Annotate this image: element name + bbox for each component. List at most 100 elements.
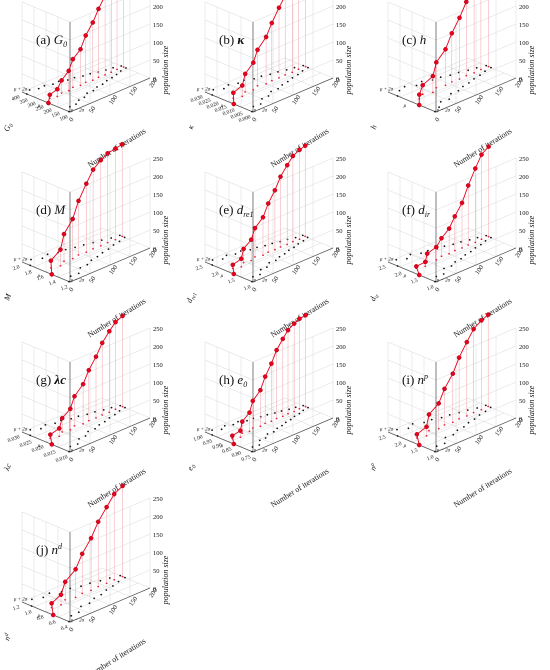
band-mean-label: μ <box>404 104 407 109</box>
z-tick-label: 150 <box>519 22 529 29</box>
x-tick-label: 100 <box>291 94 302 106</box>
gridline <box>33 402 115 438</box>
panel-h-svg: 0 50 100 150 200 250 population size 0 50 100 150 2… <box>185 312 353 509</box>
band-upper-point <box>246 419 248 422</box>
population-curve <box>232 0 284 105</box>
band-upper-point <box>211 264 214 266</box>
gridline <box>284 397 334 419</box>
gridline <box>228 407 310 443</box>
band-lower-point <box>69 105 71 108</box>
z-tick-label: 0 <box>519 416 522 423</box>
data-point <box>464 0 469 5</box>
band-mean-point <box>453 249 456 252</box>
data-point <box>439 235 444 241</box>
band-lower-point <box>77 99 80 101</box>
band-mean-point <box>437 427 440 430</box>
band-lower-point <box>278 255 281 258</box>
band-lower-point <box>112 244 115 246</box>
data-point <box>76 198 81 204</box>
z-tick-label: 150 <box>336 22 346 29</box>
band-lower-point <box>98 424 101 426</box>
band-lower-point <box>87 430 89 433</box>
band-upper-point <box>41 257 44 260</box>
z-tick-label: 200 <box>153 174 163 181</box>
data-point <box>96 6 101 12</box>
band-lower-point <box>267 95 270 97</box>
panel-g: 0 50 100 150 200 250 population size 0 50 100 150 2… <box>0 313 176 509</box>
gridline <box>411 407 493 443</box>
data-point <box>238 428 243 433</box>
z-tick-label: 200 <box>153 514 163 521</box>
band-upper-label: μ + 2σ <box>380 258 394 263</box>
data-point <box>105 150 110 156</box>
data-point <box>70 56 76 62</box>
data-point <box>424 424 429 430</box>
data-point <box>231 271 237 277</box>
gridline <box>467 397 517 419</box>
data-point <box>443 47 448 52</box>
gridline <box>399 232 481 268</box>
x-tick-label: 0 <box>251 116 259 123</box>
panel-title: (a) G0 <box>36 32 67 49</box>
band-lower-point <box>105 79 108 82</box>
band-lower-point <box>490 236 492 239</box>
data-point <box>49 272 55 277</box>
x-tick-label: 200 <box>148 77 159 89</box>
x-tick-label: 50 <box>454 105 463 114</box>
y-tick-label: 1.0 <box>24 609 33 617</box>
data-point <box>263 34 269 40</box>
band-mean-label: μ <box>221 444 224 449</box>
band-upper-point <box>286 238 289 241</box>
band-lower-point <box>264 437 267 439</box>
band-upper-point <box>485 234 488 237</box>
z-axis-label: population size <box>527 45 536 95</box>
band-mean-point <box>114 408 117 411</box>
data-point <box>119 141 125 147</box>
y-axis-label: h <box>369 124 379 131</box>
y-tick-label: 1.0 <box>426 284 435 292</box>
x-axis-line <box>69 587 151 623</box>
band-lower-point <box>462 85 464 88</box>
band-upper-point <box>260 75 263 78</box>
data-point <box>479 152 484 157</box>
band-lower-point <box>124 576 126 579</box>
band-mean-point <box>63 260 65 262</box>
band-mean-point <box>259 425 262 428</box>
band-lower-point <box>484 410 487 413</box>
data-point <box>49 601 54 606</box>
band-upper-point <box>427 249 429 252</box>
data-point <box>473 166 478 171</box>
data-point <box>83 33 88 38</box>
band-upper-point <box>211 434 214 436</box>
data-point <box>457 15 462 21</box>
band-lower-point <box>478 414 481 416</box>
y-tick-label: 0.8 <box>36 614 45 622</box>
band-lower-point <box>460 257 462 260</box>
x-tick-label: 100 <box>291 434 302 446</box>
y-tick-label: 1.5 <box>410 447 419 455</box>
band-lower-point <box>68 450 70 453</box>
data-point <box>47 92 53 98</box>
y-tick-label: 0.030 <box>7 434 21 444</box>
band-upper-label: μ + 2σ <box>197 428 211 433</box>
band-mean-label: μ <box>38 274 41 279</box>
x-tick-label: 150 <box>128 256 139 268</box>
gridline <box>447 236 497 257</box>
band-lower-point <box>434 110 436 113</box>
panel-c-svg: 0 50 100 150 200 250 population size 0 50 100 150 2… <box>369 0 536 169</box>
data-point <box>120 313 125 319</box>
z-axis-label: population size <box>527 385 536 435</box>
z-axis-label: population size <box>344 45 353 95</box>
band-upper-point <box>237 82 239 85</box>
z-tick-label: 50 <box>153 398 160 405</box>
band-lower-point <box>251 450 253 453</box>
x-axis-line <box>69 247 151 283</box>
data-point <box>426 412 432 417</box>
band-lower-point <box>115 73 118 76</box>
z-tick-label: 150 <box>336 362 346 369</box>
data-point <box>303 312 308 318</box>
band-upper-point <box>293 66 296 69</box>
band-upper-point <box>430 418 433 421</box>
band-lower-label: μ − 2σ <box>254 278 268 283</box>
